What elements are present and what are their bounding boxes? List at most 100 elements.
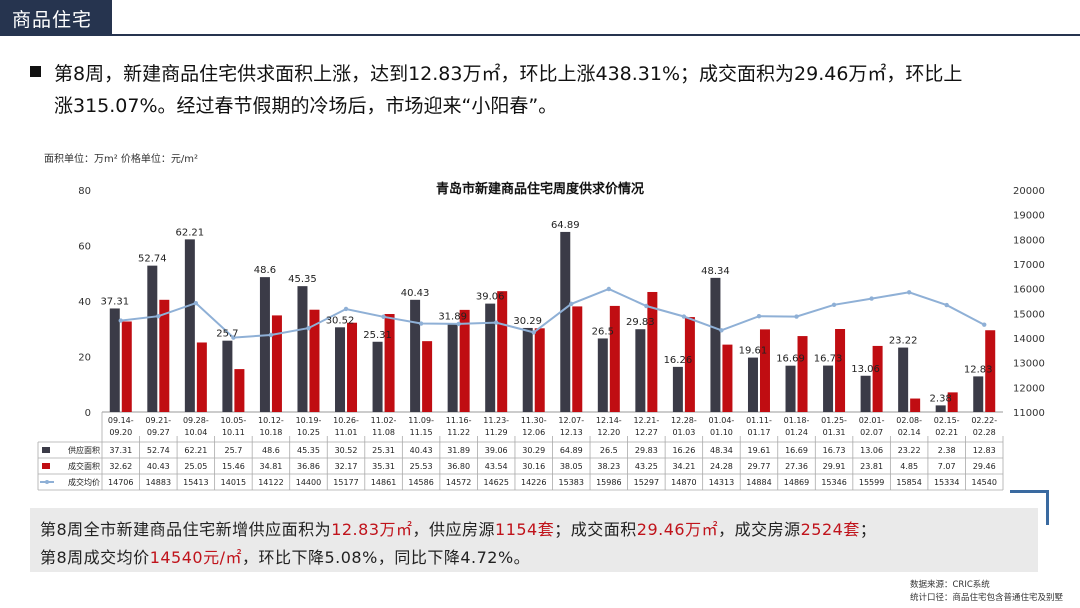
right-axis-tick-label: 14000 xyxy=(1013,334,1045,345)
supply-data-label: 31.89 xyxy=(438,312,467,323)
table-cell: 43.25 xyxy=(635,462,658,471)
table-cell: 25.31 xyxy=(372,446,395,455)
table-cell: 34.21 xyxy=(672,462,695,471)
table-cell: 16.69 xyxy=(785,446,808,455)
table-cell: 15334 xyxy=(934,478,959,487)
x-tick-label: 10.19- xyxy=(296,416,322,425)
table-cell: 15297 xyxy=(634,478,659,487)
table-cell: 15854 xyxy=(896,478,921,487)
sold-bar xyxy=(722,344,733,412)
supply-data-label: 62.21 xyxy=(176,227,205,238)
source-line-2: 统计口径：商品住宅包含普通住宅及别墅 xyxy=(910,593,1064,603)
supply-data-label: 13.06 xyxy=(851,364,880,375)
supply-data-label: 16.26 xyxy=(664,355,693,366)
sold-bar xyxy=(609,305,620,412)
summary-text: ；成交面积 xyxy=(554,520,637,539)
table-cell: 14226 xyxy=(521,478,546,487)
x-tick-label: 11.15 xyxy=(410,428,433,437)
table-cell: 25.7 xyxy=(224,446,242,455)
table-cell: 14122 xyxy=(258,478,283,487)
summary-text: 第8周全市新建商品住宅新增供应面积为 xyxy=(40,520,332,539)
table-cell: 14869 xyxy=(784,478,809,487)
x-tick-label: 10.11 xyxy=(222,428,245,437)
right-axis-tick-label: 12000 xyxy=(1013,383,1045,394)
right-axis-tick-label: 16000 xyxy=(1013,285,1045,296)
supply-bar xyxy=(973,376,984,412)
x-tick-label: 11.29 xyxy=(485,428,508,437)
left-axis-tick-label: 60 xyxy=(78,242,91,253)
table-cell: 31.89 xyxy=(447,446,470,455)
x-tick-label: 11.09- xyxy=(408,416,434,425)
table-cell: 40.43 xyxy=(410,446,433,455)
table-cell: 14015 xyxy=(221,478,246,487)
x-tick-label: 12.14- xyxy=(596,416,622,425)
table-cell: 48.34 xyxy=(710,446,733,455)
avg-price-point xyxy=(944,302,949,308)
table-cell: 14572 xyxy=(446,478,471,487)
x-tick-label: 02.21 xyxy=(935,428,958,437)
table-cell: 15383 xyxy=(559,478,584,487)
legend-key xyxy=(42,447,50,453)
sold-bar xyxy=(647,291,658,412)
supply-data-label: 26.5 xyxy=(592,326,614,337)
supply-data-label: 30.52 xyxy=(326,315,355,326)
summary-text: ，环比下降5.08%，同比下降4.72%。 xyxy=(241,548,531,567)
supply-bar xyxy=(672,366,683,412)
avg-price-point xyxy=(794,314,799,319)
x-tick-label: 12.28- xyxy=(671,416,697,425)
supply-data-label: 40.43 xyxy=(401,288,430,299)
table-cell: 14586 xyxy=(408,478,433,487)
table-cell: 38.05 xyxy=(560,462,583,471)
supply-data-label: 37.31 xyxy=(100,296,129,307)
x-tick-label: 01.25- xyxy=(821,416,847,425)
x-tick-label: 11.08 xyxy=(372,428,395,437)
x-tick-label: 10.18 xyxy=(259,428,282,437)
table-cell: 64.89 xyxy=(560,446,583,455)
x-tick-label: 09.28- xyxy=(183,416,209,425)
right-axis-tick-label: 13000 xyxy=(1013,359,1045,370)
avg-price-point xyxy=(268,332,274,338)
summary-line-2: 第8周成交均价14540元/㎡，环比下降5.08%，同比下降4.72%。 xyxy=(40,544,530,568)
table-cell: 48.6 xyxy=(262,446,280,455)
summary-highlight: 14540元/㎡ xyxy=(149,548,242,567)
x-tick-label: 01.31 xyxy=(823,428,846,437)
supply-bar xyxy=(898,347,909,412)
table-cell: 23.81 xyxy=(860,462,883,471)
summary-line-1: 第8周全市新建商品住宅新增供应面积为12.83万㎡，供应房源1154套；成交面积… xyxy=(40,516,876,540)
sold-bar xyxy=(234,369,245,412)
supply-bar xyxy=(297,286,308,412)
table-cell: 14883 xyxy=(146,478,171,487)
supply-bar xyxy=(222,340,233,412)
supply-bar xyxy=(447,323,458,412)
supply-data-label: 16.73 xyxy=(814,354,843,365)
avg-price-line xyxy=(120,287,985,339)
supply-data-label: 48.6 xyxy=(254,265,276,276)
supply-bar xyxy=(522,327,533,412)
legend-label: 成交均价 xyxy=(68,477,100,487)
x-tick-label: 01.11- xyxy=(746,416,772,425)
supply-bar xyxy=(935,405,946,412)
table-cell: 39.06 xyxy=(485,446,508,455)
legend-key xyxy=(42,463,50,469)
x-tick-label: 01.03 xyxy=(672,428,695,437)
x-tick-label: 09.20 xyxy=(109,428,132,437)
corner-bracket-decoration xyxy=(1010,490,1049,525)
legend-label: 成交面积 xyxy=(68,461,100,471)
avg-price-point xyxy=(493,320,499,325)
sold-bar xyxy=(121,321,132,412)
supply-bar xyxy=(410,299,421,412)
sold-bar xyxy=(759,329,770,412)
chart-title: 青岛市新建商品住宅周度供求价情况 xyxy=(436,181,644,197)
sold-bar xyxy=(309,309,320,412)
x-tick-label: 09.14- xyxy=(108,416,134,425)
supply-bar xyxy=(109,308,120,412)
supply-bar xyxy=(823,365,834,412)
supply-bar xyxy=(597,338,608,412)
supply-data-label: 48.34 xyxy=(701,266,730,277)
right-axis-tick-label: 18000 xyxy=(1013,235,1045,246)
table-cell: 34.81 xyxy=(259,462,282,471)
sold-bar xyxy=(271,315,282,412)
avg-price-point xyxy=(831,302,837,307)
summary-highlight: 29.46万㎡ xyxy=(636,520,719,539)
summary-text: ，成交房源 xyxy=(718,520,801,539)
